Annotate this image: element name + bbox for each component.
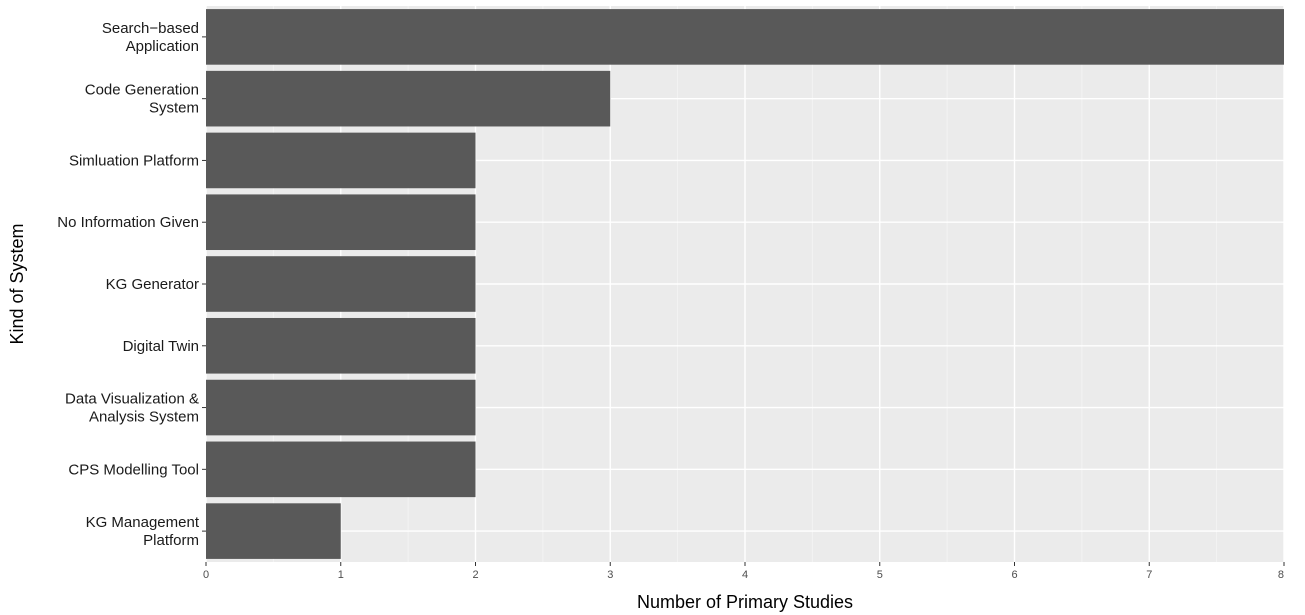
bar [206, 503, 341, 559]
y-tick-label: CPS Modelling Tool [68, 461, 199, 478]
y-tick-label: Search−based [102, 20, 199, 37]
x-tick-label: 7 [1146, 569, 1152, 581]
bar [206, 194, 476, 251]
y-tick-label: No Information Given [57, 214, 199, 231]
x-tick-label: 3 [607, 569, 613, 581]
y-tick-label: Platform [143, 532, 199, 549]
x-tick-label: 0 [203, 569, 209, 581]
y-tick-label: Data Visualization & [65, 391, 199, 408]
x-tick-label: 6 [1011, 569, 1017, 581]
y-tick-label: KG Management [86, 514, 200, 531]
y-tick-label: System [149, 100, 199, 117]
x-axis: 0 1 2 3 4 5 6 7 8 [203, 562, 1285, 581]
y-tick-label: Code Generation [85, 82, 199, 99]
x-tick-label: 5 [877, 569, 883, 581]
bar [206, 256, 476, 312]
x-tick-label: 8 [1278, 569, 1284, 581]
x-tick-label: 2 [472, 569, 478, 581]
y-tick-label: Application [126, 38, 199, 55]
y-tick-label: Simluation Platform [69, 152, 199, 169]
x-tick-label: 1 [338, 569, 344, 581]
y-tick-label: KG Generator [106, 276, 199, 293]
bars [206, 9, 1284, 559]
bar [206, 441, 476, 498]
bar [206, 379, 476, 436]
bar [206, 9, 1284, 65]
y-tick-label: Digital Twin [123, 338, 199, 355]
bar [206, 317, 476, 374]
bar [206, 70, 611, 127]
x-tick-label: 4 [742, 569, 748, 581]
y-tick-label: Analysis System [89, 409, 199, 426]
x-axis-title: Number of Primary Studies [637, 592, 853, 612]
y-axis-title: Kind of System [7, 223, 27, 344]
bar [206, 132, 476, 189]
